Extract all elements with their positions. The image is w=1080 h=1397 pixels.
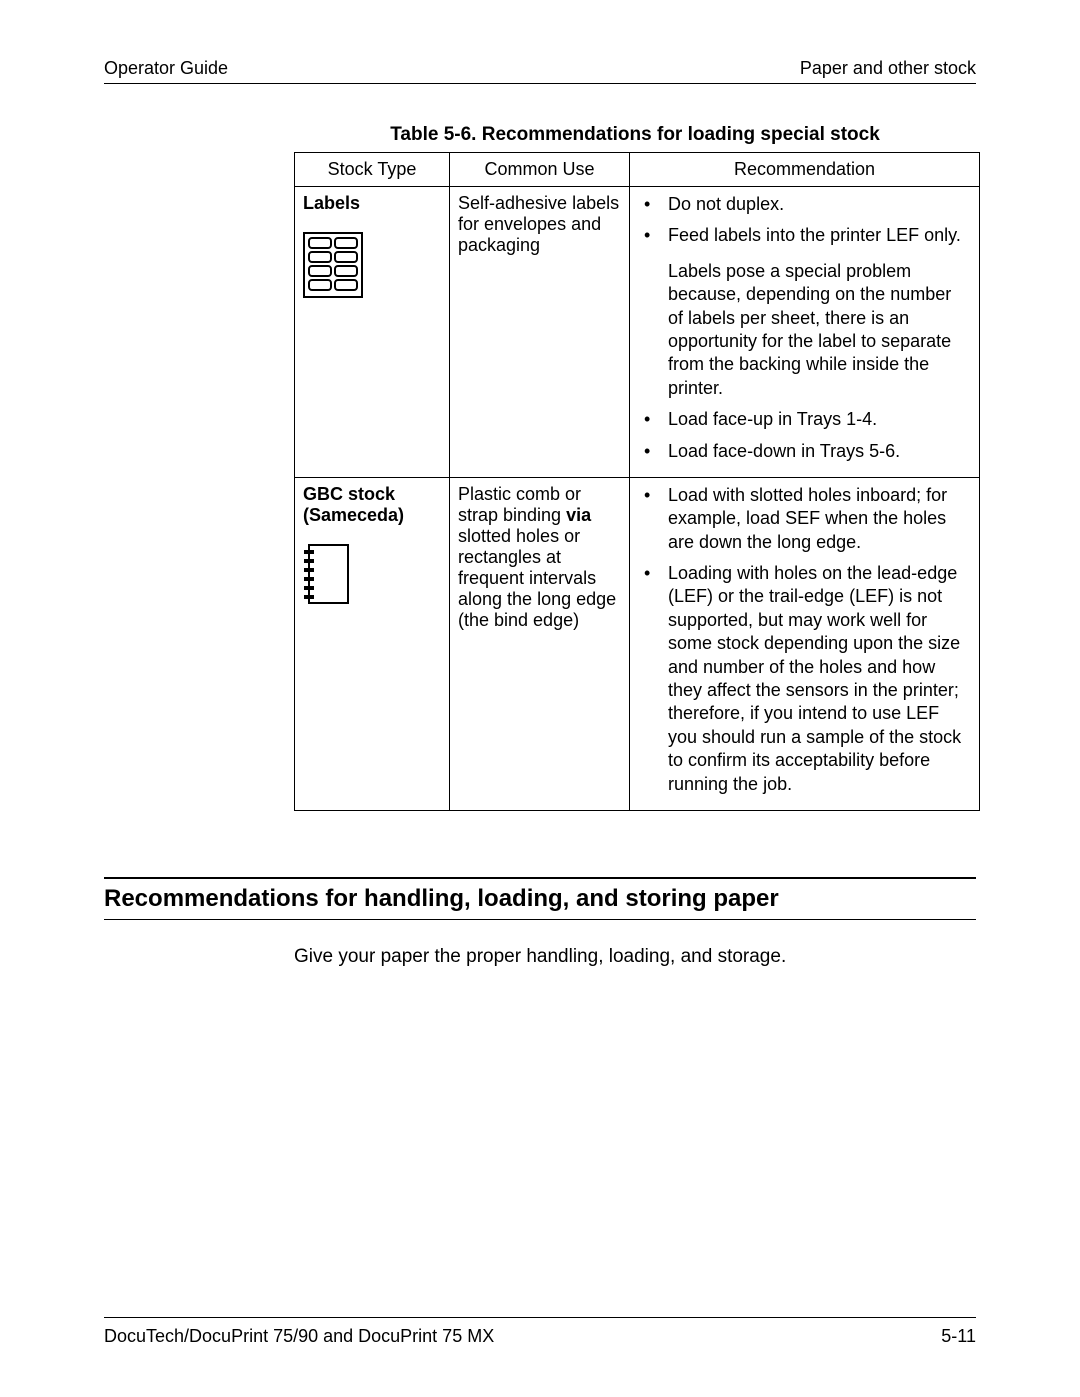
page-header: Operator Guide Paper and other stock <box>104 58 976 84</box>
col-header: Stock Type <box>295 153 450 187</box>
rec-list: Do not duplex. Feed labels into the prin… <box>638 193 971 463</box>
labels-sheet-icon <box>303 232 363 298</box>
section-heading: Recommendations for handling, loading, a… <box>104 877 976 920</box>
stock-name: Labels <box>303 193 360 213</box>
footer-right: 5-11 <box>941 1326 976 1347</box>
header-left: Operator Guide <box>104 58 228 79</box>
spec-table: Stock Type Common Use Recommendation Lab… <box>294 152 980 811</box>
page-footer: DocuTech/DocuPrint 75/90 and DocuPrint 7… <box>104 1317 976 1347</box>
section-body: Give your paper the proper handling, loa… <box>104 946 976 968</box>
table-row: GBC stock (Sameceda) Plastic comb or str… <box>295 477 980 810</box>
rec-item: Do not duplex. <box>638 193 971 216</box>
rec-item: Load face-up in Trays 1-4. <box>638 408 971 431</box>
table-caption: Table 5-6. Recommendations for loading s… <box>104 124 976 146</box>
rec-item: Load face-down in Trays 5-6. <box>638 440 971 463</box>
rec-list: Load with slotted holes inboard; for exa… <box>638 484 971 796</box>
common-use: Plastic comb or strap binding via slotte… <box>450 477 630 810</box>
table-row: Labels Self-adhesive labels for envelope… <box>295 187 980 478</box>
rec-item: Load with slotted holes inboard; for exa… <box>638 484 971 554</box>
header-right: Paper and other stock <box>800 58 976 79</box>
rec-subtext: Labels pose a special problem because, d… <box>668 260 971 400</box>
rec-item: Feed labels into the printer LEF only. L… <box>638 224 971 400</box>
stock-name: GBC stock (Sameceda) <box>303 484 404 525</box>
col-header: Recommendation <box>630 153 980 187</box>
common-use: Self-adhesive labels for envelopes and p… <box>450 187 630 478</box>
gbc-slotted-icon <box>303 544 349 604</box>
footer-left: DocuTech/DocuPrint 75/90 and DocuPrint 7… <box>104 1326 494 1347</box>
col-header: Common Use <box>450 153 630 187</box>
rec-item: Loading with holes on the lead-edge (LEF… <box>638 562 971 796</box>
